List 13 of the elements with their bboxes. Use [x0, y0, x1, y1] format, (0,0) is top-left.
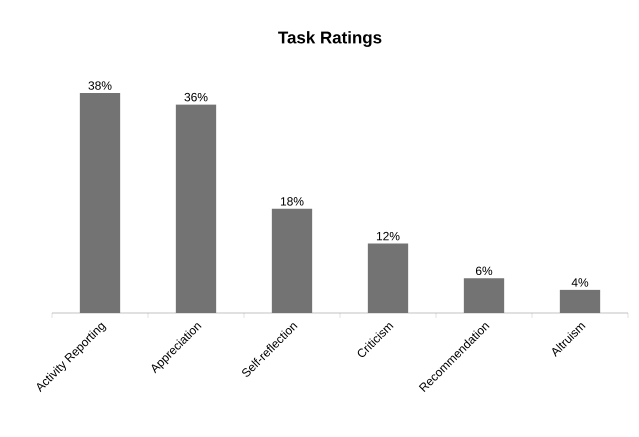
- data-label: 36%: [184, 92, 208, 102]
- bar: [560, 290, 600, 313]
- data-label: 6%: [476, 266, 492, 276]
- chart-title: Task Ratings: [278, 31, 382, 47]
- bar: [80, 92, 120, 313]
- bar: [464, 278, 504, 313]
- data-label: 12%: [376, 232, 400, 240]
- data-label: 38%: [88, 81, 112, 90]
- bar: [176, 104, 216, 313]
- bar: [368, 244, 408, 313]
- data-label: 4%: [572, 278, 588, 287]
- bar: [272, 208, 312, 313]
- data-label: 18%: [280, 197, 304, 206]
